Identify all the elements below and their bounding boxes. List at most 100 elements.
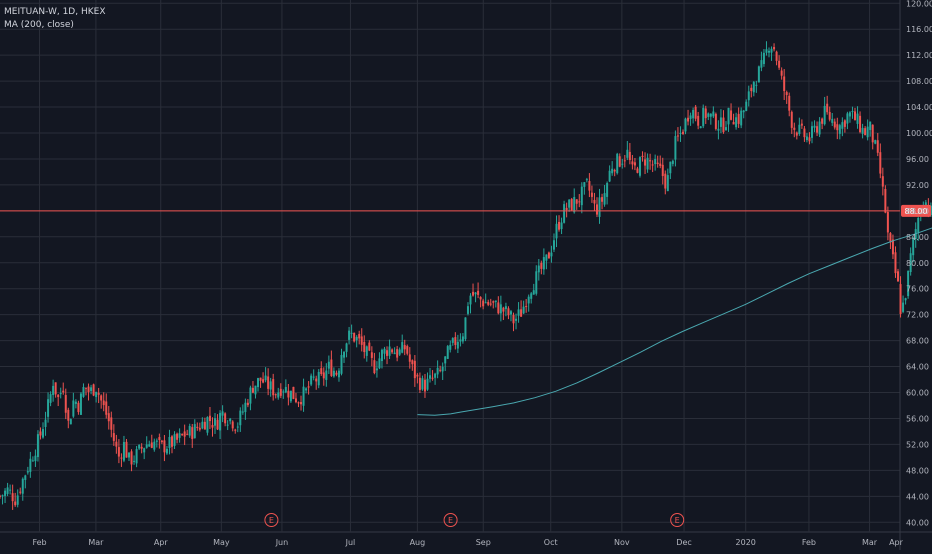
candle-body xyxy=(87,386,90,393)
time-axis[interactable]: Feb Mar Apr May Jun Jul Aug Sep Oct Nov Dec 2020 Feb… xyxy=(32,538,903,547)
candle-body xyxy=(287,390,290,398)
candle-body xyxy=(158,437,161,441)
candle-body xyxy=(16,495,19,505)
candle-body xyxy=(841,122,844,129)
candle-body xyxy=(201,421,204,429)
candle-body xyxy=(856,113,859,124)
candle-body xyxy=(396,349,399,358)
y-tick-label: 112.00 xyxy=(906,51,932,60)
y-tick-label: 76.00 xyxy=(906,285,929,294)
indicator-title[interactable]: MA (200, close) xyxy=(4,20,74,30)
candle-body xyxy=(547,252,550,259)
candle-body xyxy=(692,109,695,119)
earnings-marker-label: E xyxy=(675,516,680,525)
y-tick-label: 116.00 xyxy=(906,25,932,34)
price-axis[interactable]: 40.00 44.00 48.00 52.00 56.00 60.00 64.00 68.00… xyxy=(906,0,932,527)
candle-body xyxy=(724,127,727,130)
candle-body xyxy=(193,424,196,439)
candle-body xyxy=(813,125,816,128)
candle-body xyxy=(760,60,763,68)
candle-body xyxy=(843,120,846,127)
candle-body xyxy=(391,349,394,353)
candle-body xyxy=(6,487,9,494)
candle-body xyxy=(302,386,305,406)
y-tick-label: 60.00 xyxy=(906,389,929,398)
candle-body xyxy=(732,122,735,125)
x-tick-label: Mar xyxy=(88,538,104,547)
candle-body xyxy=(163,440,166,453)
candle-body xyxy=(224,413,227,424)
candle-body xyxy=(145,444,148,448)
candle-body xyxy=(851,111,854,113)
candle-body xyxy=(272,379,275,396)
candle-body xyxy=(406,346,409,354)
candle-body xyxy=(300,402,303,405)
candle-body xyxy=(886,212,889,233)
candle-body xyxy=(29,458,32,472)
candle-body xyxy=(107,413,110,422)
candle-body xyxy=(585,179,588,181)
candle-body xyxy=(208,415,211,422)
candle-body xyxy=(793,127,796,130)
candle-body xyxy=(499,304,502,314)
candle-body xyxy=(603,193,606,205)
candle-body xyxy=(464,317,467,340)
candle-body xyxy=(19,491,22,493)
candle-body xyxy=(386,350,389,356)
candle-body xyxy=(532,290,535,295)
candle-body xyxy=(77,402,80,413)
candle-body xyxy=(97,392,100,395)
candle-body xyxy=(666,175,669,192)
candle-body xyxy=(674,136,677,160)
candle-body xyxy=(909,253,912,273)
candle-body xyxy=(598,197,601,217)
symbol-title[interactable]: MEITUAN-W, 1D, HKEX xyxy=(4,7,106,17)
candle-body xyxy=(408,354,411,362)
candle-body xyxy=(828,111,831,120)
candle-body xyxy=(704,108,707,119)
candle-body xyxy=(196,426,199,429)
y-tick-label: 80.00 xyxy=(906,259,929,268)
candle-body xyxy=(74,401,77,404)
candle-body xyxy=(659,163,662,166)
y-tick-label: 68.00 xyxy=(906,337,929,346)
candle-body xyxy=(623,160,626,162)
candle-body xyxy=(140,446,143,449)
candle-body xyxy=(117,447,120,457)
candle-body xyxy=(9,489,12,491)
candle-body xyxy=(578,201,581,203)
candle-body xyxy=(335,372,338,375)
candle-body xyxy=(699,126,702,129)
candle-body xyxy=(236,426,239,428)
candle-body xyxy=(573,196,576,213)
candle-body xyxy=(244,402,247,413)
candle-body xyxy=(836,124,839,131)
candle-body xyxy=(611,168,614,174)
candle-body xyxy=(92,384,95,396)
candle-body xyxy=(102,400,105,406)
candle-body xyxy=(601,197,604,202)
candle-body xyxy=(884,188,887,213)
candle-body xyxy=(654,158,657,165)
candle-body xyxy=(297,402,300,404)
candle-body xyxy=(616,153,619,174)
candle-body xyxy=(833,121,836,128)
candle-body xyxy=(36,434,39,458)
x-tick-label: Nov xyxy=(614,538,630,547)
candle-body xyxy=(52,385,55,396)
candle-body xyxy=(44,419,47,427)
y-tick-label: 64.00 xyxy=(906,363,929,372)
candle-body xyxy=(770,48,773,53)
candle-body xyxy=(719,117,722,127)
candle-body xyxy=(755,84,758,86)
candle-body xyxy=(902,302,905,312)
candle-body xyxy=(95,391,98,398)
candle-body xyxy=(423,379,426,392)
candle-body xyxy=(904,298,907,301)
candle-body xyxy=(681,131,684,134)
candle-body xyxy=(214,418,217,426)
candle-body xyxy=(226,424,229,426)
candle-body xyxy=(31,460,34,462)
candle-body xyxy=(343,351,346,358)
